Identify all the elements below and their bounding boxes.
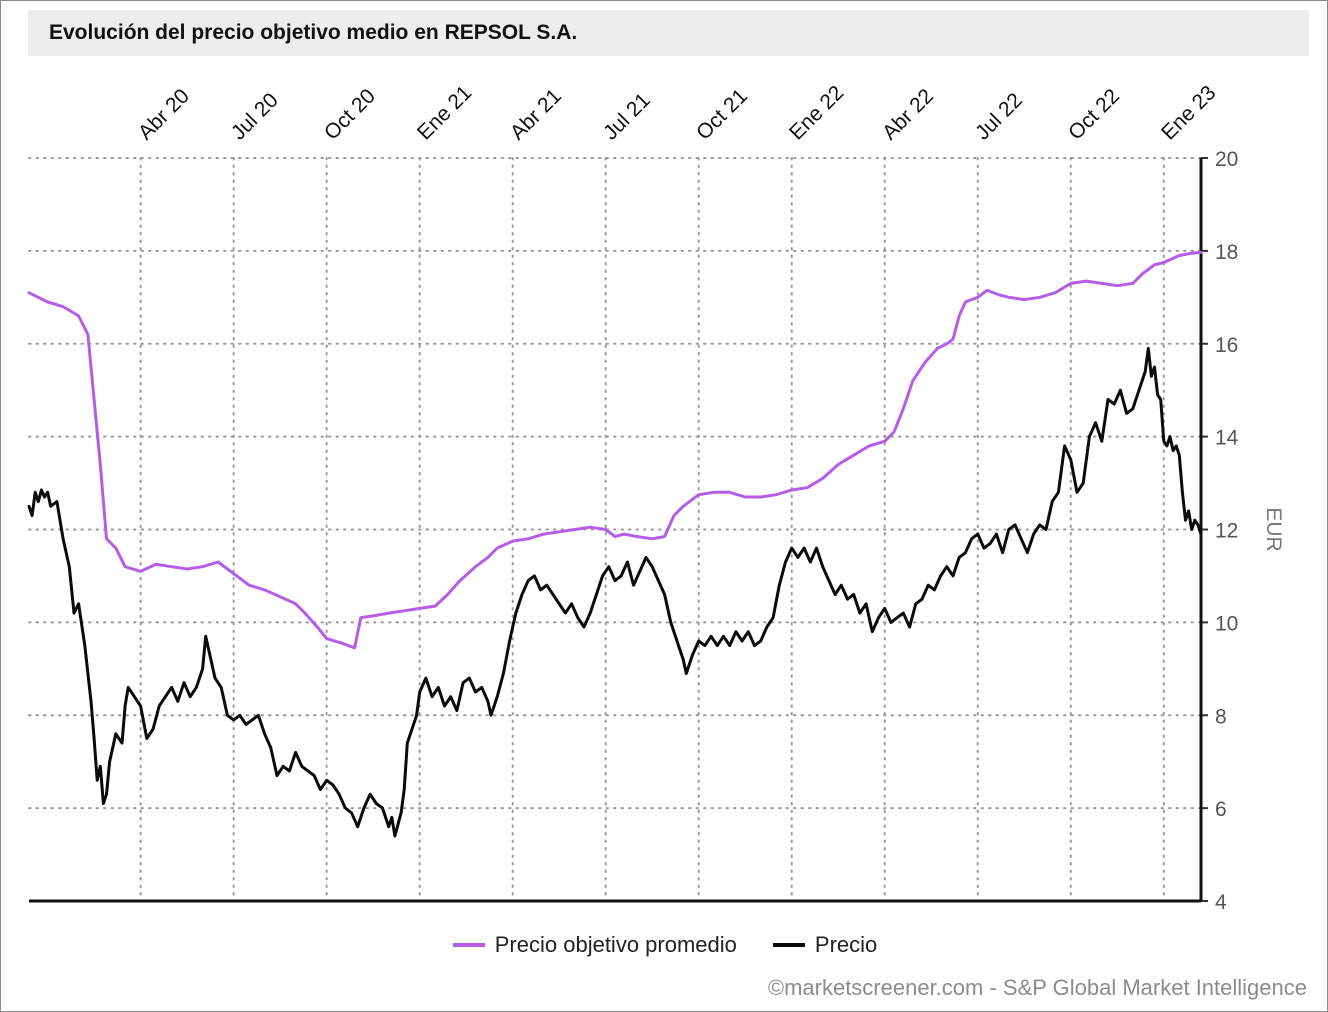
x-tick-label-10: Oct 22: [1064, 85, 1124, 145]
y-tick-label-8: 8: [1215, 705, 1227, 728]
x-tick-label-7: Ene 22: [785, 81, 848, 144]
x-tick-label-0: Abr 20: [134, 85, 194, 145]
source-credit[interactable]: ©marketscreener.com - S&P Global Market …: [767, 975, 1307, 1000]
y-tick-label-10: 10: [1215, 612, 1238, 635]
x-tick-label-4: Abr 21: [506, 85, 566, 145]
chart-title: Evolución del precio objetivo medio en R…: [28, 10, 1309, 56]
x-tick-label-8: Abr 22: [878, 85, 938, 145]
y-tick-label-6: 6: [1215, 798, 1227, 821]
y-tick-label-20: 20: [1215, 148, 1238, 171]
y-tick-label-18: 18: [1215, 241, 1238, 264]
legend: Precio objetivo promedio Precio: [1, 929, 1327, 961]
x-tick-label-11: Ene 23: [1157, 81, 1220, 144]
legend-label-target-price: Precio objetivo promedio: [494, 932, 737, 957]
x-tick-label-1: Jul 20: [227, 89, 283, 145]
grid: [28, 157, 1202, 902]
y-tick-label-4: 4: [1215, 891, 1227, 914]
x-tick-label-9: Jul 22: [971, 89, 1027, 145]
series-line-price: [27, 346, 1203, 838]
y-tick-label-12: 12: [1215, 520, 1238, 543]
legend-swatch-target-price: [452, 943, 485, 947]
legend-item-price[interactable]: Precio: [772, 932, 878, 958]
series-line-target-price: [27, 250, 1203, 650]
series-lines: [27, 250, 1203, 838]
tick-labels: 4 6 8 10 12 14 16 18 20 Abr 20 Jul 20 Oct 20 Ene 21 A…: [134, 81, 1285, 914]
legend-swatch-price: [772, 943, 805, 947]
y-tick-label-16: 16: [1215, 334, 1238, 357]
legend-label-price: Precio: [814, 932, 878, 957]
legend-item-target-price[interactable]: Precio objetivo promedio: [452, 932, 737, 958]
y-tick-label-14: 14: [1215, 427, 1239, 450]
x-tick-label-3: Ene 21: [413, 81, 476, 144]
y-axis-title: EUR: [1262, 507, 1285, 551]
axes: [29, 157, 1208, 903]
x-tick-label-6: Oct 21: [692, 85, 752, 145]
x-tick-label-5: Jul 21: [599, 89, 655, 145]
x-tick-label-2: Oct 20: [320, 85, 380, 145]
